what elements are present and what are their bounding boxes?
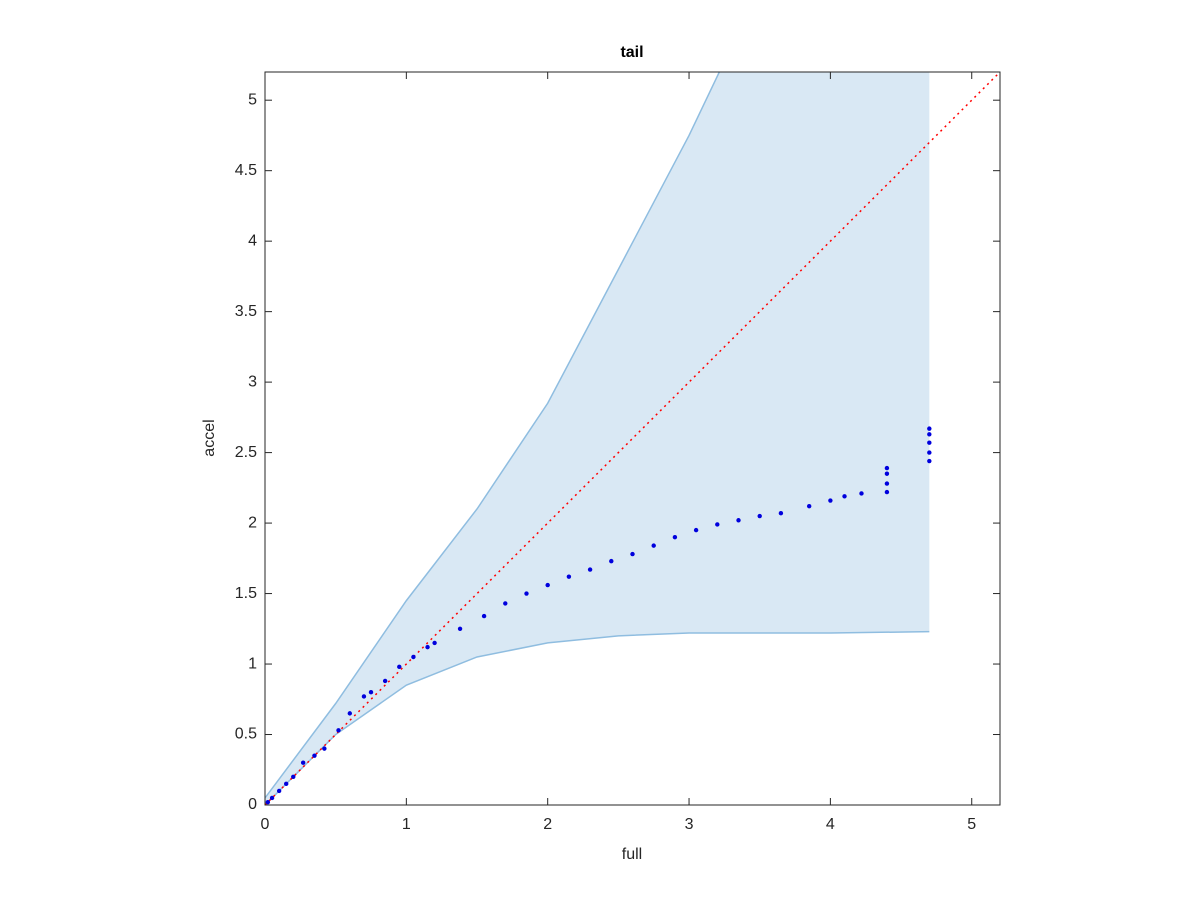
scatter-point <box>481 613 487 619</box>
scatter-point <box>368 690 374 695</box>
scatter-point <box>806 503 812 509</box>
band-edge <box>265 72 721 799</box>
scatter-point <box>300 760 306 765</box>
scatter-point <box>457 626 463 631</box>
scatter-point <box>859 491 864 496</box>
y-tick-label: 4 <box>248 232 257 249</box>
y-tick-label: 3.5 <box>235 303 257 320</box>
scatter-point <box>672 534 678 540</box>
scatter-point <box>312 753 317 758</box>
plot-area <box>265 72 1000 805</box>
scatter-point <box>276 788 282 794</box>
x-tick-label: 5 <box>967 816 976 833</box>
x-tick-label: 3 <box>685 816 694 833</box>
scatter-point <box>566 574 572 579</box>
scatter-point <box>927 440 932 445</box>
scatter-point <box>425 644 430 650</box>
scatter-point <box>715 522 720 527</box>
x-axis-label: full <box>622 846 642 863</box>
y-tick-label: 3 <box>248 373 257 390</box>
scatter-point <box>884 465 890 471</box>
scatter-point <box>884 481 890 486</box>
scatter-point <box>884 471 890 476</box>
scatter-point <box>609 558 614 564</box>
reference-line <box>265 72 1000 805</box>
scatter-point <box>736 518 741 523</box>
y-tick-label: 0.5 <box>235 726 257 743</box>
x-tick-label: 1 <box>402 816 411 833</box>
scatter-point <box>927 432 932 437</box>
chart-title: tail <box>620 44 643 61</box>
scatter-point <box>630 551 635 557</box>
scatter-point <box>884 489 890 495</box>
x-tick-label: 4 <box>826 816 835 833</box>
band-fill <box>265 72 930 805</box>
scatter-point <box>545 582 550 588</box>
band-edge <box>265 630 930 805</box>
scatter-point <box>269 795 275 801</box>
scatter-point <box>284 781 289 787</box>
scatter-point <box>693 527 699 533</box>
scatter-point <box>265 799 271 805</box>
scatter-point <box>503 601 508 606</box>
y-tick-label: 0 <box>248 796 257 813</box>
y-tick-label: 4.5 <box>235 162 257 179</box>
y-tick-label: 2.5 <box>235 444 257 461</box>
y-tick-label: 5 <box>248 91 257 108</box>
scatter-point <box>842 494 847 499</box>
scatter-point <box>927 450 932 455</box>
scatter-point <box>587 567 593 572</box>
x-tick-label: 0 <box>261 816 270 833</box>
scatter-point <box>651 543 656 548</box>
scatter-point <box>927 458 932 464</box>
y-tick-label: 2 <box>248 514 257 531</box>
scatter-point <box>322 746 327 751</box>
y-axis-label: accel <box>201 419 218 456</box>
scatter-point <box>432 640 437 646</box>
scatter-point <box>524 591 529 596</box>
y-tick-label: 1 <box>248 655 257 672</box>
y-tick-label: 1.5 <box>235 585 257 602</box>
scatter-point <box>336 728 341 733</box>
scatter-point <box>291 774 296 780</box>
scatter-point <box>347 711 353 716</box>
scatter-point <box>927 426 932 431</box>
axes-box <box>264 71 1001 806</box>
scatter-point <box>382 678 388 684</box>
scatter-point <box>828 498 833 503</box>
scatter-point <box>778 511 784 516</box>
scatter-point <box>361 694 367 699</box>
x-tick-label: 2 <box>543 816 552 833</box>
scatter-point <box>411 654 416 660</box>
scatter-point <box>397 664 402 670</box>
scatter-point <box>757 513 762 519</box>
